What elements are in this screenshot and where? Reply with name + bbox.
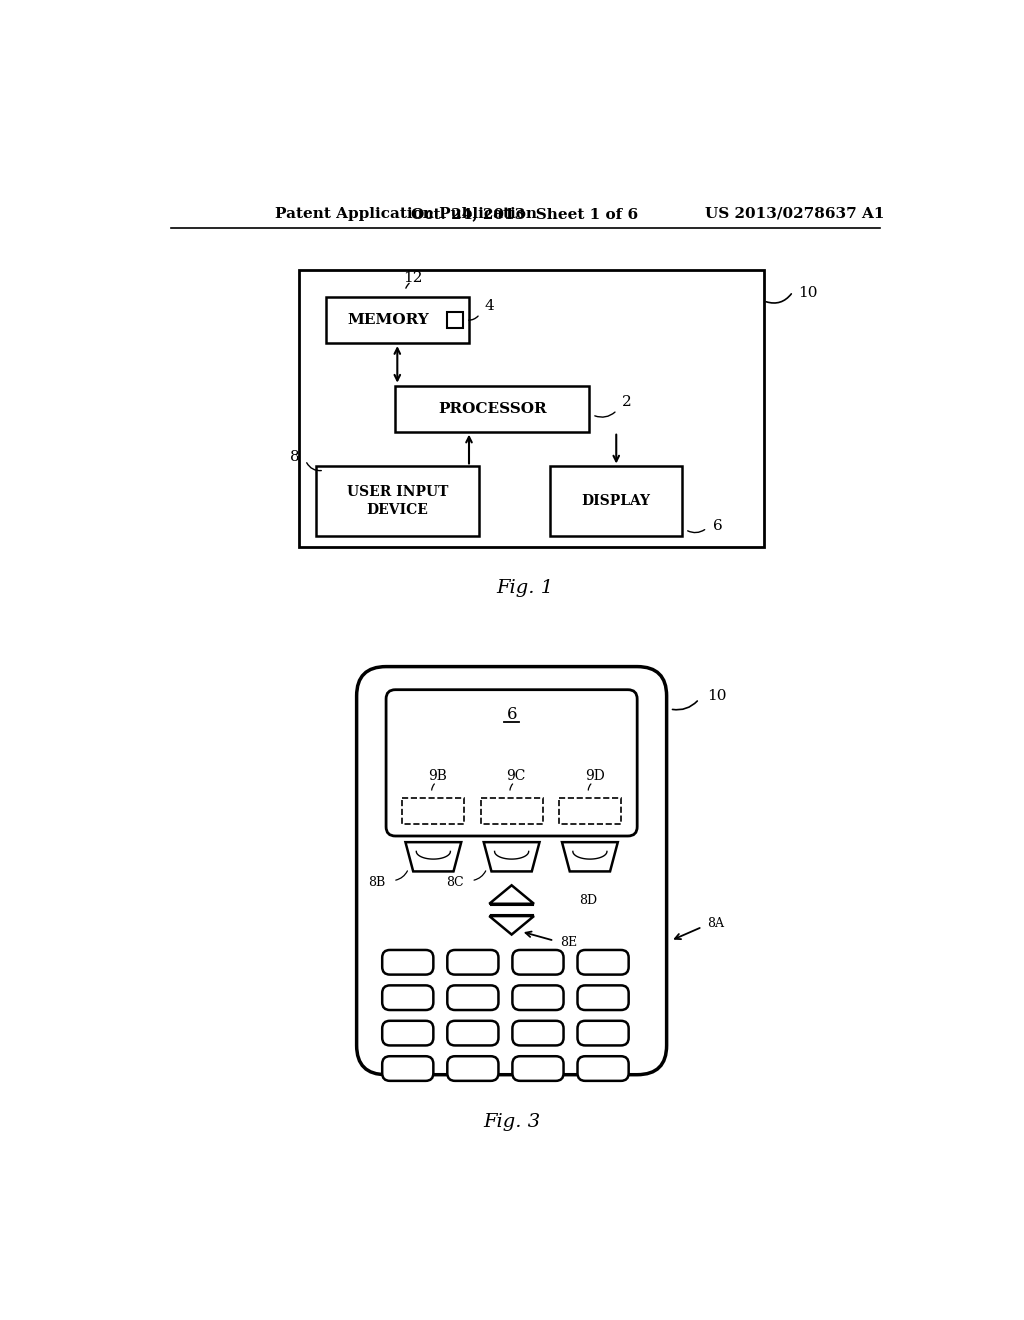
FancyBboxPatch shape bbox=[447, 985, 499, 1010]
FancyBboxPatch shape bbox=[382, 1056, 433, 1081]
FancyBboxPatch shape bbox=[578, 985, 629, 1010]
Bar bbox=[299, 271, 764, 548]
Text: US 2013/0278637 A1: US 2013/0278637 A1 bbox=[705, 207, 885, 220]
Text: Patent Application Publication: Patent Application Publication bbox=[275, 207, 538, 220]
Text: 10: 10 bbox=[799, 286, 818, 300]
Text: 8A: 8A bbox=[707, 917, 724, 931]
Bar bbox=[402, 797, 464, 825]
FancyBboxPatch shape bbox=[356, 667, 667, 1074]
Text: Fig. 3: Fig. 3 bbox=[483, 1114, 541, 1131]
FancyBboxPatch shape bbox=[512, 1056, 563, 1081]
Bar bbox=[550, 466, 682, 536]
FancyBboxPatch shape bbox=[382, 1020, 433, 1045]
Text: 8E: 8E bbox=[560, 936, 577, 949]
FancyBboxPatch shape bbox=[382, 985, 433, 1010]
Text: 8B: 8B bbox=[368, 875, 385, 888]
Text: PROCESSOR: PROCESSOR bbox=[438, 401, 547, 416]
Text: 6: 6 bbox=[713, 520, 723, 533]
FancyBboxPatch shape bbox=[447, 950, 499, 974]
Text: 9C: 9C bbox=[507, 770, 526, 783]
Bar bbox=[480, 797, 543, 825]
FancyBboxPatch shape bbox=[512, 950, 563, 974]
Bar bbox=[326, 297, 469, 343]
FancyBboxPatch shape bbox=[382, 950, 433, 974]
Text: 8: 8 bbox=[290, 450, 299, 465]
Polygon shape bbox=[489, 886, 534, 904]
FancyBboxPatch shape bbox=[578, 950, 629, 974]
Text: DEVICE: DEVICE bbox=[367, 503, 429, 517]
FancyBboxPatch shape bbox=[512, 1020, 563, 1045]
Text: USER INPUT: USER INPUT bbox=[347, 484, 449, 499]
Polygon shape bbox=[483, 842, 540, 871]
FancyBboxPatch shape bbox=[578, 1056, 629, 1081]
Text: 10: 10 bbox=[707, 689, 726, 702]
Text: MEMORY: MEMORY bbox=[347, 313, 429, 327]
Text: 12: 12 bbox=[403, 271, 423, 285]
Text: 9B: 9B bbox=[429, 770, 447, 783]
Text: 6: 6 bbox=[507, 706, 517, 723]
FancyBboxPatch shape bbox=[386, 689, 637, 836]
Text: DISPLAY: DISPLAY bbox=[582, 494, 650, 508]
Text: 2: 2 bbox=[622, 396, 632, 409]
Polygon shape bbox=[406, 842, 461, 871]
Text: Oct. 24, 2013  Sheet 1 of 6: Oct. 24, 2013 Sheet 1 of 6 bbox=[412, 207, 638, 220]
Text: 8D: 8D bbox=[579, 894, 597, 907]
Text: 4: 4 bbox=[484, 300, 495, 313]
FancyBboxPatch shape bbox=[578, 1020, 629, 1045]
FancyBboxPatch shape bbox=[512, 985, 563, 1010]
FancyBboxPatch shape bbox=[447, 1056, 499, 1081]
Bar bbox=[395, 385, 589, 432]
Bar bbox=[316, 466, 479, 536]
Text: 9D: 9D bbox=[585, 770, 604, 783]
Polygon shape bbox=[562, 842, 617, 871]
Bar bbox=[559, 797, 621, 825]
Text: 8C: 8C bbox=[445, 875, 464, 888]
Text: Fig. 1: Fig. 1 bbox=[497, 579, 553, 597]
Polygon shape bbox=[489, 916, 534, 935]
FancyBboxPatch shape bbox=[447, 1020, 499, 1045]
Bar bbox=[447, 313, 463, 327]
